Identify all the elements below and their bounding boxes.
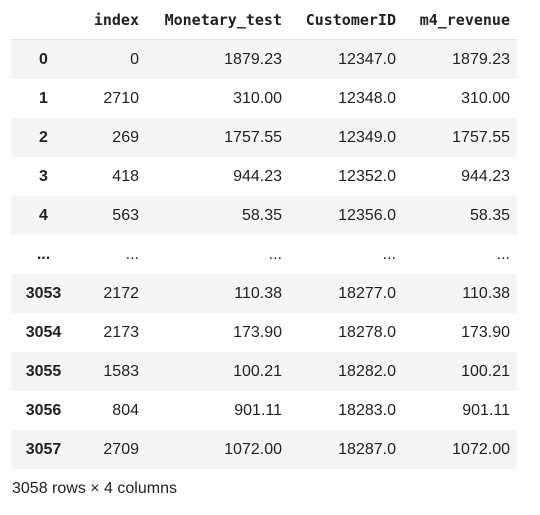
table-row: 3053 2172 110.38 18277.0 110.38	[11, 274, 517, 313]
cell-customer-id: ...	[382, 245, 396, 263]
cell-m4-revenue: 1072.00	[452, 440, 510, 458]
cell-m4-revenue: 1879.23	[452, 50, 510, 68]
table-row: 3056 804 901.11 18283.0 901.11	[11, 391, 517, 430]
row-index-label: 3054	[25, 323, 62, 341]
table-row: 1 2710 310.00 12348.0 310.00	[11, 79, 517, 118]
cell-monetary-test: 901.11	[234, 401, 282, 419]
cell-m4-revenue: 310.00	[461, 89, 510, 107]
table-row: 3057 2709 1072.00 18287.0 1072.00	[11, 430, 517, 469]
cell-customer-id: 12347.0	[338, 50, 396, 68]
cell-index: 269	[112, 128, 139, 146]
cell-customer-id: 18277.0	[338, 284, 396, 302]
table-row-ellipsis: ... ... ... ... ...	[11, 235, 517, 274]
cell-monetary-test: 173.90	[233, 323, 282, 341]
row-index-label: 3	[39, 167, 48, 185]
row-index-label: 1	[39, 89, 48, 107]
table-row: 4 563 58.35 12356.0 58.35	[11, 196, 517, 235]
cell-customer-id: 12349.0	[338, 128, 396, 146]
row-index-label: 4	[39, 206, 48, 224]
cell-index: 0	[130, 50, 139, 68]
row-index-label: 3056	[25, 401, 62, 419]
header-monetary-test: Monetary_test	[146, 0, 289, 40]
dataframe-output: index Monetary_test CustomerID m4_revenu…	[11, 0, 517, 469]
cell-m4-revenue: 1757.55	[452, 128, 510, 146]
header-m4-revenue: m4_revenue	[403, 0, 517, 40]
cell-index: 418	[112, 167, 139, 185]
cell-m4-revenue: 901.11	[462, 401, 510, 419]
cell-index: 563	[112, 206, 139, 224]
cell-monetary-test: 1072.00	[224, 440, 282, 458]
cell-customer-id: 18287.0	[338, 440, 396, 458]
cell-index: 2710	[103, 89, 139, 107]
cell-monetary-test: 310.00	[233, 89, 282, 107]
cell-monetary-test: 58.35	[241, 206, 282, 224]
table-row: 0 0 1879.23 12347.0 1879.23	[11, 39, 517, 79]
cell-m4-revenue: ...	[496, 245, 510, 263]
cell-m4-revenue: 173.90	[461, 323, 510, 341]
table-row: 2 269 1757.55 12349.0 1757.55	[11, 118, 517, 157]
header-customer-id: CustomerID	[289, 0, 403, 40]
cell-monetary-test: 110.38	[234, 284, 282, 302]
cell-index: 1583	[103, 362, 139, 380]
cell-monetary-test: 100.21	[233, 362, 282, 380]
table-row: 3055 1583 100.21 18282.0 100.21	[11, 352, 517, 391]
cell-customer-id: 18283.0	[338, 401, 396, 419]
cell-m4-revenue: 944.23	[461, 167, 510, 185]
cell-index: 2709	[103, 440, 139, 458]
cell-monetary-test: 1879.23	[224, 50, 282, 68]
row-index-label: 0	[39, 50, 48, 68]
cell-m4-revenue: 100.21	[461, 362, 510, 380]
row-index-label: 2	[39, 128, 48, 146]
row-index-label: 3057	[25, 440, 62, 458]
dataframe-shape-caption: 3058 rows × 4 columns	[12, 480, 177, 497]
table-row: 3054 2173 173.90 18278.0 173.90	[11, 313, 517, 352]
header-row: index Monetary_test CustomerID m4_revenu…	[11, 0, 517, 40]
cell-m4-revenue: 58.35	[469, 206, 510, 224]
cell-customer-id: 18278.0	[338, 323, 396, 341]
cell-monetary-test: 944.23	[233, 167, 282, 185]
cell-customer-id: 12348.0	[338, 89, 396, 107]
cell-monetary-test: 1757.55	[224, 128, 282, 146]
cell-index: 2173	[103, 323, 139, 341]
dataframe-table: index Monetary_test CustomerID m4_revenu…	[11, 0, 517, 469]
row-index-label: ...	[36, 245, 51, 263]
header-index-blank	[11, 0, 76, 40]
row-index-label: 3055	[25, 362, 62, 380]
cell-customer-id: 12352.0	[338, 167, 396, 185]
cell-m4-revenue: 110.38	[462, 284, 510, 302]
header-index: index	[76, 0, 146, 40]
cell-index: ...	[125, 245, 139, 263]
row-index-label: 3053	[25, 284, 62, 302]
cell-monetary-test: ...	[268, 245, 282, 263]
cell-customer-id: 12356.0	[338, 206, 396, 224]
table-row: 3 418 944.23 12352.0 944.23	[11, 157, 517, 196]
cell-index: 2172	[103, 284, 139, 302]
cell-customer-id: 18282.0	[338, 362, 396, 380]
cell-index: 804	[112, 401, 139, 419]
